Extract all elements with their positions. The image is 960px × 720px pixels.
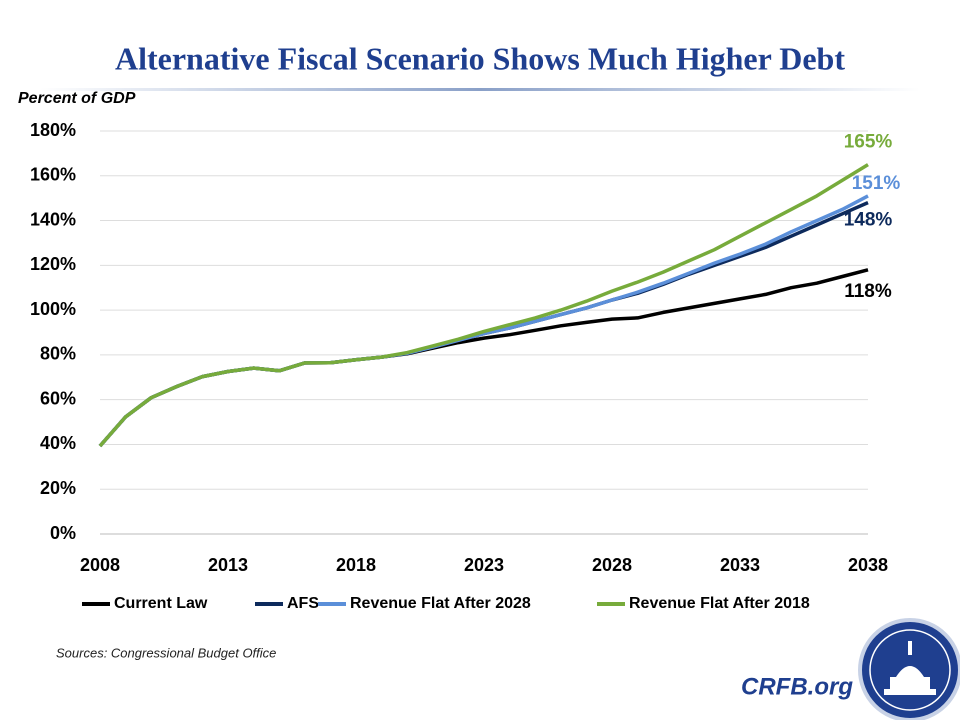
y-tick-label: 100% <box>30 299 76 319</box>
legend-label: AFS <box>287 595 319 612</box>
y-axis-label: Percent of GDP <box>18 90 136 107</box>
y-tick-label: 60% <box>40 388 76 408</box>
x-tick-label: 2008 <box>80 555 120 575</box>
y-tick-label: 120% <box>30 254 76 274</box>
logo <box>858 618 960 720</box>
source-note: Sources: Congressional Budget Office <box>56 645 276 660</box>
brand: CRFB.org <box>741 673 853 700</box>
data-label: 148% <box>844 210 893 231</box>
x-tick-label: 2038 <box>848 555 888 575</box>
x-tick-label: 2023 <box>464 555 504 575</box>
x-tick-label: 2013 <box>208 555 248 575</box>
data-label: 151% <box>852 173 901 194</box>
y-tick-label: 160% <box>30 165 76 185</box>
series-line <box>98 268 869 448</box>
legend-label: Revenue Flat After 2028 <box>350 595 531 612</box>
y-tick-label: 180% <box>30 120 76 140</box>
chart-title: Alternative Fiscal Scenario Shows Much H… <box>115 40 845 76</box>
series-line <box>98 200 869 448</box>
legend-label: Current Law <box>114 595 208 612</box>
x-tick-label: 2018 <box>336 555 376 575</box>
x-tick-label: 2028 <box>592 555 632 575</box>
y-tick-label: 140% <box>30 209 76 229</box>
data-label: 165% <box>844 132 893 153</box>
series-line <box>98 163 869 448</box>
y-tick-label: 80% <box>40 344 76 364</box>
y-tick-label: 0% <box>50 523 76 543</box>
series-line <box>98 194 869 448</box>
y-tick-label: 40% <box>40 433 76 453</box>
y-tick-label: 20% <box>40 478 76 498</box>
title-underline <box>40 88 920 91</box>
legend-label: Revenue Flat After 2018 <box>629 595 810 612</box>
x-tick-label: 2033 <box>720 555 760 575</box>
data-label: 118% <box>844 281 892 302</box>
